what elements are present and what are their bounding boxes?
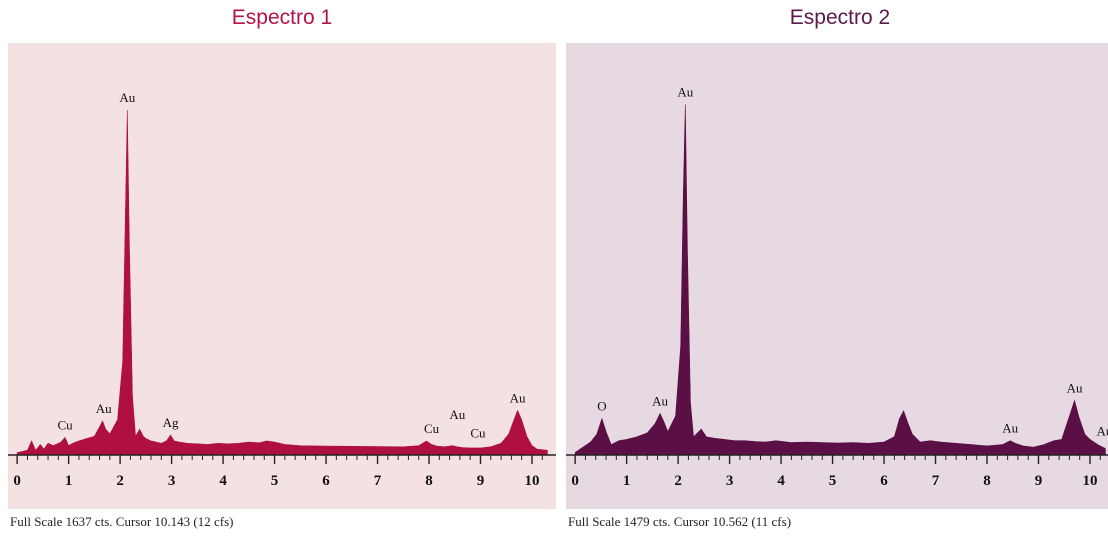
peak-label: Au bbox=[1067, 380, 1083, 395]
x-tick-label: 0 bbox=[13, 473, 21, 489]
spectrum-2-plot: 0 1 2 3 4 5 6 7 8 9 10 Au O Au Au Au Au bbox=[566, 43, 1108, 509]
x-tick-label: 8 bbox=[425, 473, 433, 489]
x-tick-label: 5 bbox=[829, 473, 837, 489]
x-tick-label: 4 bbox=[777, 473, 785, 489]
peak-label: Au bbox=[96, 401, 112, 416]
x-tick-label: 10 bbox=[1082, 473, 1097, 489]
x-tick-label: 4 bbox=[219, 473, 227, 489]
peak-label: Au bbox=[1096, 423, 1108, 438]
peak-label: Au bbox=[1002, 421, 1018, 436]
chart-title: Espectro 2 bbox=[789, 6, 891, 29]
chart-caption: Full Scale 1637 cts. Cursor 10.143 (12 c… bbox=[10, 514, 234, 529]
peak-label: Cu bbox=[57, 417, 73, 432]
x-tick-label: 1 bbox=[623, 473, 631, 489]
spectrum-2-panel: Espectro 2 0 1 2 3 4 5 6 7 8 9 10 Au O Au Au Au Au Full … bbox=[566, 0, 1108, 537]
x-tick-label: 9 bbox=[477, 473, 485, 489]
peak-label: Ag bbox=[163, 415, 179, 430]
peak-label: Au bbox=[677, 84, 693, 99]
chart-caption: Full Scale 1479 cts. Cursor 10.562 (11 c… bbox=[568, 514, 792, 529]
peak-label: Cu bbox=[470, 426, 486, 441]
x-tick-label: 6 bbox=[322, 473, 330, 489]
x-tick-label: 10 bbox=[524, 473, 539, 489]
x-tick-label: 9 bbox=[1035, 473, 1043, 489]
x-tick-label: 2 bbox=[116, 473, 124, 489]
spectrum-1-plot: 0 1 2 3 4 5 6 7 8 9 10 Au Cu Au Ag Cu Au Cu Au bbox=[8, 43, 556, 509]
peak-label: Au bbox=[652, 393, 668, 408]
peak-label: O bbox=[597, 399, 606, 414]
x-tick-label: 3 bbox=[726, 473, 734, 489]
x-tick-label: 5 bbox=[271, 473, 279, 489]
x-tick-label: 0 bbox=[571, 473, 579, 489]
x-tick-label: 3 bbox=[168, 473, 176, 489]
x-tick-label: 7 bbox=[932, 473, 940, 489]
peak-label: Au bbox=[510, 390, 526, 405]
spectrum-1-panel: Espectro 1 0 1 2 3 4 5 6 7 8 9 10 Au Cu Au Ag Cu Au Cu Au … bbox=[8, 0, 556, 537]
x-tick-label: 8 bbox=[983, 473, 991, 489]
peak-label: Au bbox=[119, 90, 135, 105]
x-tick-label: 1 bbox=[65, 473, 73, 489]
x-tick-label: 6 bbox=[880, 473, 888, 489]
x-tick-label: 2 bbox=[674, 473, 682, 489]
peak-label: Au bbox=[449, 407, 465, 422]
peak-label: Cu bbox=[424, 421, 440, 436]
spectrum-area bbox=[16, 110, 548, 456]
x-tick-label: 7 bbox=[374, 473, 382, 489]
chart-title: Espectro 1 bbox=[231, 6, 333, 29]
spectrum-area bbox=[574, 104, 1106, 456]
